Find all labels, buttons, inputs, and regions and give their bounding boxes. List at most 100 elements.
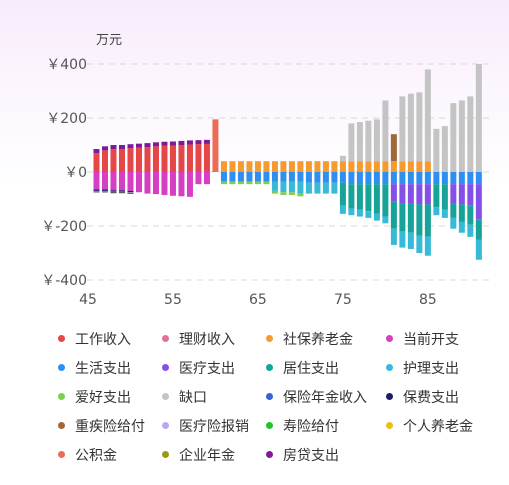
bar-segment — [475, 219, 482, 240]
bar-segment — [118, 145, 125, 150]
bar-segment — [382, 216, 389, 224]
bar-segment — [161, 145, 168, 172]
bar-segment — [424, 69, 431, 162]
bar-segment — [220, 172, 227, 182]
bar-segment — [118, 190, 125, 192]
bar-segment — [144, 172, 151, 194]
bar-segment — [263, 172, 270, 182]
bar-segment — [390, 172, 397, 185]
bar-segment — [288, 172, 295, 182]
bar-segment — [322, 161, 329, 172]
bar-segment — [169, 172, 176, 196]
chart-card: 万元 ￥400 ￥200 ￥0 ￥-200 ￥-400 45 55 65 75 85 工作收入 理财… — [14, 0, 495, 485]
bar-segment — [254, 172, 261, 182]
legend-swatch-icon — [162, 451, 169, 458]
legend-item[interactable]: 生活支出 — [58, 357, 162, 378]
bar-segment — [110, 149, 117, 172]
bar-segment — [424, 161, 431, 172]
bar-segment — [382, 172, 389, 185]
legend-label: 工作收入 — [75, 331, 131, 348]
bar-segment — [271, 181, 278, 191]
bar-segment — [348, 161, 355, 172]
bar-segment — [271, 172, 278, 182]
legend-swatch-icon — [58, 335, 65, 342]
bar-segment — [356, 172, 363, 185]
bar-segment — [467, 96, 474, 172]
bar-segment — [441, 209, 448, 218]
legend-label: 公积金 — [75, 447, 117, 464]
legend-item[interactable]: 理财收入 — [162, 328, 266, 349]
bar-segment — [101, 146, 108, 151]
bar-segment — [305, 172, 312, 183]
legend-item[interactable]: 寿险给付 — [266, 415, 386, 436]
bar-segment — [458, 221, 465, 233]
bar-segment — [263, 181, 270, 185]
bar-segment — [373, 213, 380, 221]
legend-item[interactable]: 当前开支 — [386, 328, 486, 349]
bar-segment — [399, 96, 406, 162]
legend-item[interactable]: 缺口 — [162, 386, 266, 407]
legend-label: 缺口 — [179, 389, 207, 406]
bar-segment — [237, 181, 244, 185]
bar-segment — [407, 172, 414, 185]
legend-item[interactable]: 医疗险报销 — [162, 415, 266, 436]
bar-segment — [93, 172, 100, 190]
bar-segment — [178, 145, 185, 172]
bar-segment — [246, 172, 253, 182]
bar-segment — [339, 161, 346, 172]
bar-segment — [271, 161, 278, 172]
legend-swatch-icon — [58, 451, 65, 458]
bar-segment — [186, 172, 193, 197]
legend-item[interactable]: 社保养老金 — [266, 328, 386, 349]
bar-segment — [424, 236, 431, 256]
legend-item[interactable]: 医疗支出 — [162, 357, 266, 378]
bar-segment — [229, 172, 236, 182]
legend-item[interactable]: 保险年金收入 — [266, 386, 386, 407]
legend-label: 护理支出 — [403, 360, 459, 377]
legend-swatch-icon — [386, 335, 393, 342]
legend-item[interactable]: 公积金 — [58, 444, 162, 465]
bar-segment — [407, 93, 414, 162]
legend-label: 保险年金收入 — [283, 389, 367, 406]
bar-segment — [297, 193, 304, 197]
bar-segment — [390, 184, 397, 202]
legend-label: 爱好支出 — [75, 389, 131, 406]
bar-segment — [314, 172, 321, 183]
bar-segment — [450, 103, 457, 172]
bar-segment — [237, 161, 244, 172]
legend-item[interactable]: 爱好支出 — [58, 386, 162, 407]
bar-segment — [229, 161, 236, 172]
bar-segment — [110, 145, 117, 150]
bar-segment — [399, 161, 406, 172]
bar-segment — [356, 184, 363, 210]
bar-segment — [365, 161, 372, 172]
bar-segment — [203, 172, 210, 185]
bar-segment — [416, 161, 423, 172]
bar-segment — [331, 182, 338, 194]
bar-segment — [441, 184, 448, 210]
x-tick-label: 65 — [249, 292, 267, 308]
legend-item[interactable]: 保费支出 — [386, 386, 486, 407]
legend-label: 生活支出 — [75, 360, 131, 377]
bar-segment — [263, 161, 270, 172]
bar-segment — [280, 181, 287, 193]
legend-swatch-icon — [58, 364, 65, 371]
legend-item[interactable]: 企业年金 — [162, 444, 266, 465]
legend-item[interactable]: 个人养老金 — [386, 415, 486, 436]
y-unit-label: 万元 — [96, 33, 123, 48]
bar-segment — [416, 184, 423, 205]
legend-swatch-icon — [386, 393, 393, 400]
y-tick-label: ￥200 — [46, 111, 87, 127]
legend-item[interactable]: 房贷支出 — [266, 444, 386, 465]
bar-segment — [339, 182, 346, 206]
legend-item[interactable]: 重疾险给付 — [58, 415, 162, 436]
legend-label: 理财收入 — [179, 331, 235, 348]
legend-item[interactable]: 工作收入 — [58, 328, 162, 349]
legend-item[interactable]: 护理支出 — [386, 357, 486, 378]
bar-segment — [144, 147, 151, 172]
bar-segment — [399, 184, 406, 204]
bar-segment — [195, 144, 202, 172]
bar-segment — [467, 172, 474, 185]
legend-item[interactable]: 居住支出 — [266, 357, 386, 378]
legend-swatch-icon — [386, 422, 393, 429]
